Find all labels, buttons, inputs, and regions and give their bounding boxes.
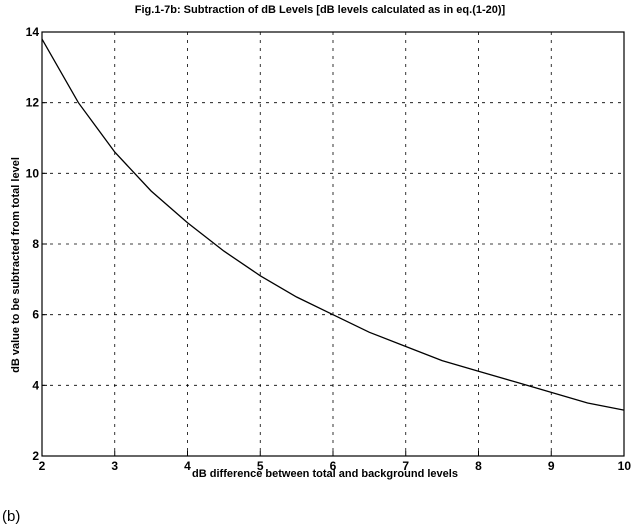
x-tick-label-1: 3 <box>111 459 118 473</box>
y-tick-label-5: 12 <box>26 96 40 110</box>
y-tick-label-1: 4 <box>32 378 39 392</box>
y-tick-label-3: 8 <box>32 237 39 251</box>
x-tick-label-7: 9 <box>548 459 555 473</box>
x-tick-label-5: 7 <box>402 459 409 473</box>
x-tick-label-0: 2 <box>39 459 46 473</box>
x-tick-label-8: 10 <box>618 459 631 473</box>
y-tick-label-4: 10 <box>26 166 40 180</box>
x-tick-label-4: 6 <box>330 459 337 473</box>
y-axis: 2 4 6 8 10 12 14 <box>26 25 47 463</box>
x-tick-label-6: 8 <box>475 459 482 473</box>
x-tick-label-3: 5 <box>257 459 264 473</box>
y-tick-label-6: 14 <box>26 25 40 39</box>
series-curve <box>41 38 625 411</box>
y-tick-label-2: 6 <box>32 308 39 322</box>
x-axis: 2 3 4 5 6 7 8 9 10 <box>39 451 631 473</box>
x-tick-label-2: 4 <box>184 459 191 473</box>
x-axis-label: dB difference between total and backgrou… <box>192 468 458 480</box>
y-tick-label-0: 2 <box>32 449 39 463</box>
chart-title: Fig.1-7b: Subtraction of dB Levels [dB l… <box>135 4 506 16</box>
grid <box>42 32 624 456</box>
y-axis-label: dB value to be subtracted from total lev… <box>10 157 22 373</box>
panel-label: (b) <box>2 508 21 525</box>
